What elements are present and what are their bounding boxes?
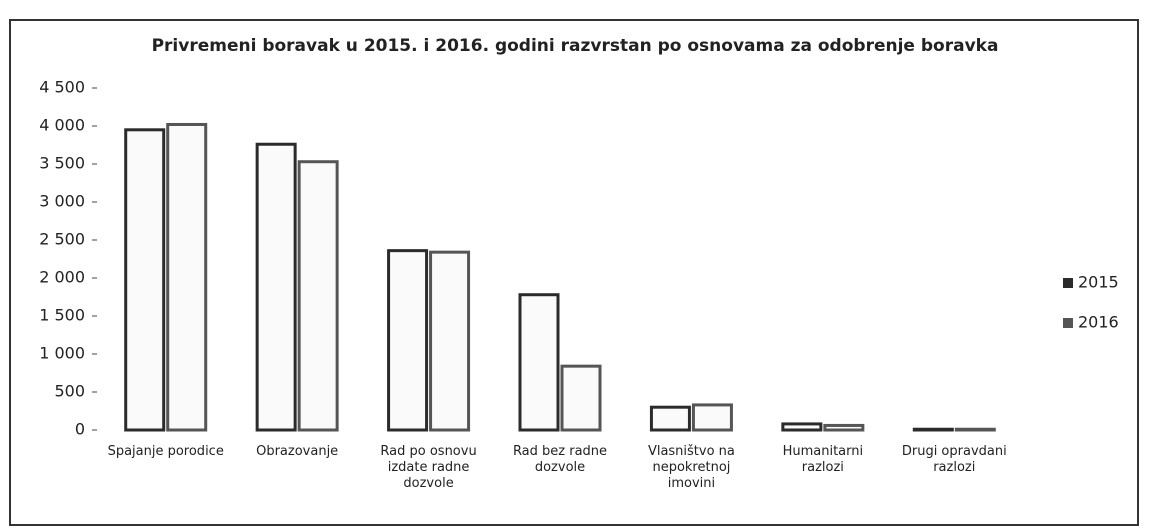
y-tick-label: 1 500 <box>39 306 85 325</box>
x-tick-label: Vlasništvo na nepokretnoj imovini <box>647 444 735 491</box>
x-tick-label: Rad bez radne dozvole <box>512 444 608 475</box>
bar <box>518 293 560 432</box>
bar <box>124 128 166 432</box>
x-tick-label: Drugi opravdani razlozi <box>901 444 1007 475</box>
y-tick-label: 2 500 <box>39 230 85 249</box>
bar <box>649 405 691 432</box>
y-tick-label: 4 000 <box>39 116 85 135</box>
bar <box>297 160 339 432</box>
chart-title: Privremeni boravak u 2015. i 2016. godin… <box>152 36 999 56</box>
y-tick-label: 3 000 <box>39 192 85 211</box>
bar <box>954 427 996 432</box>
bar <box>429 250 471 432</box>
bar <box>691 403 733 432</box>
y-tick-label: 0 <box>75 420 85 439</box>
legend-label: 2016 <box>1078 313 1119 332</box>
bar <box>560 364 602 432</box>
y-tick-label: 1 000 <box>39 344 85 363</box>
legend-label: 2015 <box>1078 273 1119 292</box>
y-tick-label: 3 500 <box>39 154 85 173</box>
bar <box>255 142 297 432</box>
x-tick-label: Obrazovanje <box>256 444 339 459</box>
y-tick-label: 500 <box>54 382 85 401</box>
bar <box>387 249 429 432</box>
y-tick-label: 4 500 <box>39 78 85 97</box>
bar <box>823 423 865 432</box>
y-tick-label: 2 000 <box>39 268 85 287</box>
bar <box>912 427 954 432</box>
x-tick-label: Rad po osnovu izdate radne dozvole <box>380 444 477 491</box>
legend-swatch <box>1063 278 1073 288</box>
chart-frame <box>9 19 1139 526</box>
legend-swatch <box>1063 318 1073 328</box>
bar <box>166 122 208 432</box>
bar <box>781 422 823 432</box>
x-tick-label: Humanitarni razlozi <box>782 444 864 475</box>
x-tick-label: Spajanje porodice <box>107 444 224 459</box>
